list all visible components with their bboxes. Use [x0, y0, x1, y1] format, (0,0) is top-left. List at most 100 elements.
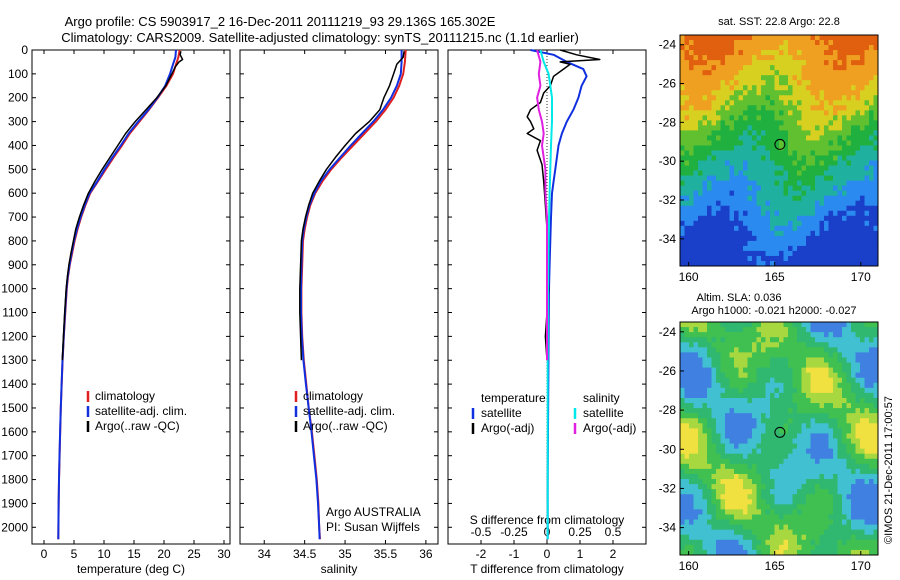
- sst_map-cell: [693, 125, 699, 131]
- sst_map-cell: [819, 140, 825, 146]
- sst_map-cell: [761, 80, 766, 86]
- sla_map-cell: [725, 453, 730, 460]
- sla_map-cell: [869, 367, 874, 374]
- sla_map-cell: [756, 544, 762, 551]
- sla_map-cell: [792, 362, 798, 369]
- sla_map-cell: [860, 473, 865, 480]
- sla_map-cell: [792, 428, 798, 434]
- sla_map-cell: [756, 504, 762, 510]
- sst_map-cell: [783, 120, 789, 126]
- sst_map-cell: [761, 110, 766, 116]
- sst_map-cell: [734, 45, 739, 51]
- sla_map-cell: [783, 347, 789, 353]
- sst_map-cell: [680, 35, 685, 41]
- sst_map-cell: [720, 135, 726, 141]
- sst_map-cell: [864, 60, 870, 66]
- sla_map-cell: [698, 347, 703, 353]
- sla_map-cell: [707, 352, 712, 358]
- sla_map-cell: [734, 473, 739, 480]
- sst_map-cell: [720, 55, 726, 61]
- sst_map-cell: [770, 150, 775, 157]
- sla_map-cell: [698, 484, 703, 490]
- sst_map-cell: [765, 80, 771, 86]
- sla_map-cell: [792, 397, 798, 404]
- sla_map-cell: [806, 539, 811, 546]
- sla_map-cell: [792, 413, 798, 419]
- sla_map-cell: [734, 479, 739, 485]
- sst_map-cell: [725, 150, 730, 157]
- sst_map-cell: [860, 175, 865, 182]
- sla_map-cell: [752, 479, 757, 485]
- sst_map-cell: [693, 75, 699, 81]
- sla_map-cell: [684, 473, 690, 480]
- sla_map-cell: [833, 413, 838, 419]
- sla_map-cell: [828, 438, 834, 445]
- sst_map-cell: [788, 250, 793, 257]
- sla_map-cell: [851, 382, 856, 389]
- sst_map-cell: [680, 125, 685, 131]
- sst_map-cell: [774, 180, 780, 187]
- sst_map-cell: [702, 95, 708, 101]
- sla_map-cell: [743, 342, 748, 348]
- sst_map-cell: [833, 155, 838, 162]
- sst_map-cell: [729, 245, 735, 252]
- sst_map-cell: [738, 215, 744, 222]
- sst_map-cell: [734, 175, 739, 182]
- sla_map-cell: [702, 367, 708, 374]
- sst_map-cell: [684, 155, 690, 162]
- sla_map-cell: [792, 337, 798, 343]
- sla_map-cell: [828, 519, 834, 526]
- sst_map-cell: [693, 85, 699, 91]
- sst_map-cell: [738, 195, 744, 202]
- sla_map-cell: [747, 387, 753, 394]
- sla_map-cell: [738, 322, 744, 328]
- sst_map-cell: [752, 130, 757, 136]
- sst_map-cell: [833, 180, 838, 187]
- sla_map-cell: [815, 392, 820, 399]
- sla_map-cell: [842, 514, 847, 521]
- sla_map-cell: [806, 327, 811, 333]
- sst_map-cell: [792, 75, 798, 81]
- sla_map-cell: [689, 443, 694, 450]
- sst_map-cell: [801, 155, 807, 162]
- sst_map-cell: [869, 225, 874, 232]
- sst_map-cell: [756, 130, 762, 136]
- sla_map-cell: [752, 544, 757, 551]
- sst_map-cell: [824, 185, 829, 192]
- sla_map-cell: [842, 539, 847, 546]
- sst_map-cell: [707, 70, 712, 76]
- sla_map-cell: [684, 438, 690, 445]
- sst_map-cell: [684, 260, 690, 267]
- sst_map-cell: [806, 245, 811, 252]
- sla_map-cell: [711, 504, 717, 510]
- sla_map-cell: [810, 494, 816, 500]
- sla_map-cell: [873, 423, 879, 429]
- temperature-xtick-label: 5: [71, 547, 78, 561]
- sst_map-cell: [747, 115, 753, 121]
- sla_map-cell: [711, 519, 717, 526]
- sst_map-cell: [693, 170, 699, 177]
- sst_map-cell: [873, 150, 879, 157]
- depth-tick-label: 500: [8, 162, 28, 176]
- sla_map-cell: [702, 453, 708, 460]
- sla_map-cell: [873, 479, 879, 485]
- sst_map-cell: [743, 45, 748, 51]
- sla_map-cell: [684, 327, 690, 333]
- sla_map-cell: [846, 539, 852, 546]
- sst_map-cell: [693, 220, 699, 227]
- sst_map-cell: [684, 125, 690, 131]
- sst_map-cell: [801, 90, 807, 96]
- sst_map-cell: [761, 100, 766, 106]
- sst_map-cell: [819, 245, 825, 252]
- sst_map-cell: [720, 65, 726, 71]
- sst_map-cell: [864, 85, 870, 91]
- sst_map-cell: [716, 240, 721, 247]
- sst_map-cell: [707, 60, 712, 66]
- sst_map-cell: [806, 110, 811, 116]
- sst_map-cell: [770, 45, 775, 51]
- sst_map-cell: [797, 80, 802, 86]
- sst_map-cell: [752, 200, 757, 207]
- sla_map-cell: [837, 327, 843, 333]
- sla_map-cell: [752, 448, 757, 455]
- sla_map-cell: [743, 418, 748, 424]
